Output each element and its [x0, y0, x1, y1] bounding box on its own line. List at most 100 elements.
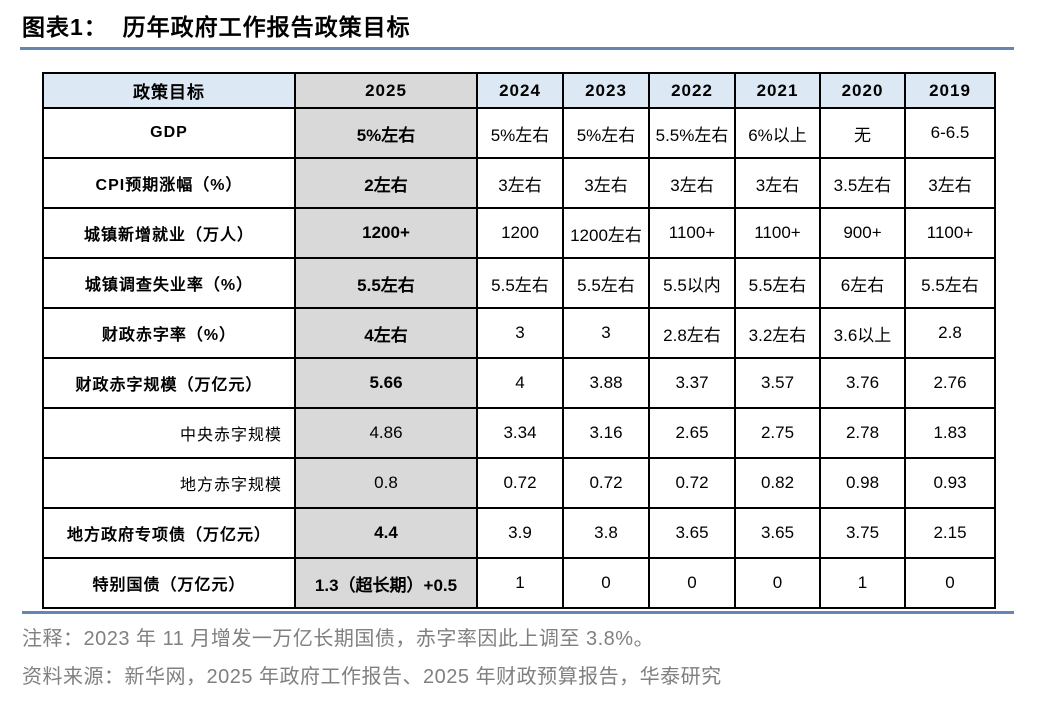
cell-2025: 4左右	[294, 307, 478, 359]
table-row: 地方政府专项债（万亿元） 4.4 3.9 3.8 3.65 3.65 3.75 2.15	[42, 507, 996, 559]
table-cell: 3.6以上	[819, 307, 906, 359]
cell-2025: 0.8	[294, 457, 478, 509]
table-cell: 1	[819, 557, 906, 609]
cell-2025: 1200+	[294, 207, 478, 259]
table-row: CPI预期涨幅（%） 2左右 3左右 3左右 3左右 3左右 3.5左右 3左右	[42, 157, 996, 209]
header-2019: 2019	[904, 72, 996, 109]
header-2025: 2025	[294, 72, 478, 109]
table-cell: 3	[476, 307, 564, 359]
header-2021: 2021	[734, 72, 821, 109]
table-cell: 3.37	[648, 357, 736, 409]
table-cell: 5%左右	[476, 107, 564, 159]
table-cell: 2.15	[904, 507, 996, 559]
table-cell: 1200	[476, 207, 564, 259]
table-cell: 5.5左右	[734, 257, 821, 309]
table-cell: 2.65	[648, 407, 736, 459]
table-cell: 5.5左右	[476, 257, 564, 309]
row-label: 城镇调查失业率（%）	[42, 257, 296, 309]
table-cell: 3.57	[734, 357, 821, 409]
cell-2025: 5.5左右	[294, 257, 478, 309]
table-cell: 0.82	[734, 457, 821, 509]
table-row: GDP 5%左右 5%左右 5%左右 5.5%左右 6%以上无 6-6.5	[42, 107, 996, 159]
table-cell: 2.76	[904, 357, 996, 409]
row-label: 财政赤字率（%）	[42, 307, 296, 359]
cell-2025: 4.86	[294, 407, 478, 459]
row-label: GDP	[42, 107, 296, 159]
table-cell: 3.8	[562, 507, 650, 559]
row-label: CPI预期涨幅（%）	[42, 157, 296, 209]
table-cell: 3左右	[562, 157, 650, 209]
table-cell: 3.34	[476, 407, 564, 459]
table-cell: 0.98	[819, 457, 906, 509]
table-cell: 6%以上	[734, 107, 821, 159]
row-label: 地方赤字规模	[42, 457, 296, 509]
cell-2025: 5%左右	[294, 107, 478, 159]
table-body: GDP 5%左右 5%左右 5%左右 5.5%左右 6%以上无 6-6.5 CPI预期涨幅（%…	[42, 107, 996, 609]
table-cell: 5%左右	[562, 107, 650, 159]
figure-title: 图表1： 历年政府工作报告政策目标	[22, 14, 411, 40]
table-row: 城镇新增就业（万人） 1200+ 1200 1200左右 1100+ 1100+ 900+ 1…	[42, 207, 996, 259]
table-row: 财政赤字规模（万亿元） 5.66 4 3.88 3.37 3.57 3.76 2.76	[42, 357, 996, 409]
table-row: 中央赤字规模 4.86 3.34 3.16 2.65 2.75 2.78 1.83	[42, 407, 996, 459]
title-underline	[20, 47, 1014, 50]
cell-2025: 4.4	[294, 507, 478, 559]
table-cell: 3.9	[476, 507, 564, 559]
table-cell: 1100+	[648, 207, 736, 259]
table-cell: 5.5左右	[904, 257, 996, 309]
table-cell: 1.83	[904, 407, 996, 459]
table-cell: 4	[476, 357, 564, 409]
table-cell: 3.65	[648, 507, 736, 559]
table-cell: 2.78	[819, 407, 906, 459]
table-cell: 0.72	[476, 457, 564, 509]
table-cell: 3.65	[734, 507, 821, 559]
table-cell: 3左右	[648, 157, 736, 209]
table-cell: 0.72	[562, 457, 650, 509]
table-cell: 0.93	[904, 457, 996, 509]
row-label: 财政赤字规模（万亿元）	[42, 357, 296, 409]
table-cell: 3左右	[476, 157, 564, 209]
table-cell: 6左右	[819, 257, 906, 309]
table-cell: 5.5%左右	[648, 107, 736, 159]
cell-2025: 5.66	[294, 357, 478, 409]
table-cell: 1100+	[904, 207, 996, 259]
row-label: 特别国债（万亿元）	[42, 557, 296, 609]
header-2022: 2022	[648, 72, 736, 109]
row-label: 地方政府专项债（万亿元）	[42, 507, 296, 559]
table-row: 城镇调查失业率（%） 5.5左右 5.5左右 5.5左右 5.5以内 5.5左右 6左右 5.…	[42, 257, 996, 309]
table-cell: 3.76	[819, 357, 906, 409]
policy-table: 政策目标 2025 2024 2023 2022 2021 2020 2019 …	[42, 72, 996, 609]
table-cell: 900+	[819, 207, 906, 259]
table-cell: 0	[904, 557, 996, 609]
table-cell: 2.8	[904, 307, 996, 359]
table-cell: 2.75	[734, 407, 821, 459]
cell-2025: 1.3（超长期）+0.5	[294, 557, 478, 609]
table-row: 财政赤字率（%） 4左右 3 3 2.8左右 3.2左右 3.6以上 2.8	[42, 307, 996, 359]
table-cell: 3.2左右	[734, 307, 821, 359]
table-cell: 1200左右	[562, 207, 650, 259]
table-cell: 3	[562, 307, 650, 359]
table-cell: 1100+	[734, 207, 821, 259]
row-label: 中央赤字规模	[42, 407, 296, 459]
table-cell: 无	[819, 107, 906, 159]
note-source: 资料来源：新华网，2025 年政府工作报告、2025 年财政预算报告，华泰研究	[22, 666, 722, 688]
table-row: 特别国债（万亿元） 1.3（超长期）+0.5 1 0 0 0 1 0	[42, 557, 996, 609]
table-cell: 5.5左右	[562, 257, 650, 309]
table-cell: 0	[562, 557, 650, 609]
header-policy-target: 政策目标	[42, 72, 296, 109]
cell-2025: 2左右	[294, 157, 478, 209]
table-cell: 3左右	[904, 157, 996, 209]
table-cell: 3.16	[562, 407, 650, 459]
header-2023: 2023	[562, 72, 650, 109]
table-row: 地方赤字规模 0.8 0.72 0.72 0.72 0.82 0.98 0.93	[42, 457, 996, 509]
table-cell: 1	[476, 557, 564, 609]
table-header: 政策目标 2025 2024 2023 2022 2021 2020 2019	[42, 72, 996, 109]
table-cell: 5.5以内	[648, 257, 736, 309]
table-cell: 2.8左右	[648, 307, 736, 359]
footer-rule	[22, 611, 1014, 614]
table-cell: 3.5左右	[819, 157, 906, 209]
header-2024: 2024	[476, 72, 564, 109]
table-cell: 0	[648, 557, 736, 609]
table-cell: 6-6.5	[904, 107, 996, 159]
note-annotation: 注释：2023 年 11 月增发一万亿长期国债，赤字率因此上调至 3.8%。	[22, 628, 655, 650]
